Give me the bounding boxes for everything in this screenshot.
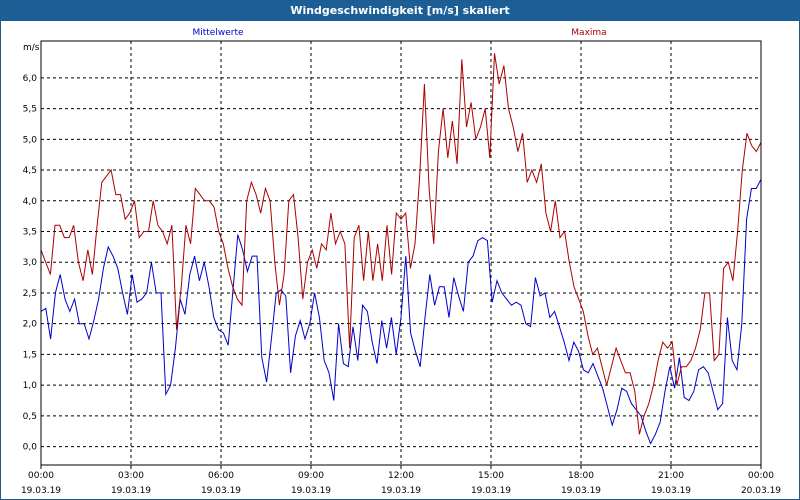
y-tick-label: 4,5 [23, 166, 37, 176]
x-tick-time: 12:00 [388, 471, 414, 481]
legend-maxima: Maxima [571, 28, 606, 38]
x-tick-date: 20.03.19 [741, 486, 781, 496]
y-tick-label: 0,0 [23, 443, 38, 453]
x-tick-date: 19.03.19 [291, 486, 331, 496]
y-tick-label: 2,0 [23, 320, 38, 330]
x-tick-date: 19.03.19 [111, 486, 151, 496]
x-tick-time: 15:00 [478, 471, 504, 481]
window-title: Windgeschwindigkeit [m/s] skaliert [1, 1, 799, 21]
y-tick-label: 6,0 [23, 74, 38, 84]
plot-frame [40, 40, 762, 466]
x-tick-time: 00:00 [748, 471, 774, 481]
x-axis-ticks: 00:00 19.03.19 03:00 19.03.19 06:00 19.03.19 0… [21, 465, 781, 496]
y-axis-ticks: 0,0 0,5 1,0 1,5 2,0 2,5 3,0 3,5 4,0 4,5 5,0 5,5 6,0 [23, 74, 38, 453]
x-tick-time: 06:00 [208, 471, 234, 481]
x-tick-time: 21:00 [658, 471, 684, 481]
y-tick-label: 4,0 [23, 197, 38, 207]
y-tick-label: 5,5 [23, 105, 37, 115]
y-tick-label: 0,5 [23, 412, 37, 422]
x-tick-time: 18:00 [568, 471, 594, 481]
series-line-mittelwerte [40, 179, 762, 445]
x-tick-time: 03:00 [118, 471, 144, 481]
y-tick-label: 1,5 [23, 350, 37, 360]
y-tick-label: 5,0 [23, 135, 38, 145]
x-tick-date: 19.03.19 [471, 486, 511, 496]
x-tick-date: 19.03.19 [651, 486, 691, 496]
y-tick-label: 3,0 [23, 258, 38, 268]
wind-speed-chart: 0,00,51,01,52,02,53,03,54,04,55,05,56,0 … [21, 28, 781, 496]
x-tick-time: 00:00 [28, 471, 54, 481]
grid [41, 41, 761, 465]
x-tick-time: 09:00 [298, 471, 324, 481]
x-tick-date: 19.03.19 [381, 486, 421, 496]
series-line-maxima [40, 53, 762, 435]
y-tick-label: 3,5 [23, 227, 37, 237]
y-axis-label: m/s [23, 43, 40, 53]
y-tick-label: 1,0 [23, 381, 38, 391]
series-lines [40, 53, 762, 445]
x-tick-date: 19.03.19 [561, 486, 601, 496]
legend-mittelwerte: Mittelwerte [192, 28, 243, 38]
x-tick-date: 19.03.19 [201, 486, 241, 496]
x-tick-date: 19.03.19 [21, 486, 61, 496]
y-tick-label: 2,5 [23, 289, 37, 299]
